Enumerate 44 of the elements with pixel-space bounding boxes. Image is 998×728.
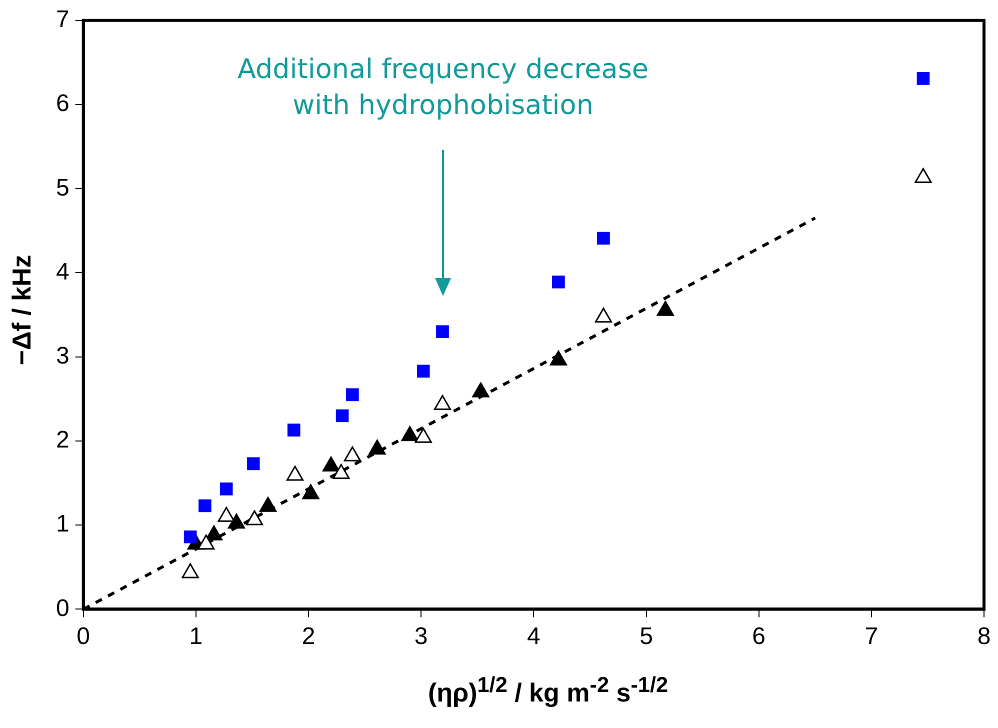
y-tick-label: 7 bbox=[56, 6, 70, 34]
point bbox=[182, 563, 199, 578]
point bbox=[472, 382, 490, 398]
point bbox=[656, 300, 674, 316]
x-axis-title: (ηρ)$^{1/2}$ / kg m$^{-2}$ s$^{-1/2}$ bbox=[426, 672, 670, 709]
point bbox=[414, 428, 432, 443]
point bbox=[434, 395, 452, 410]
y-axis-title: −Δf / kHz bbox=[6, 254, 38, 366]
x-tick-label: 2 bbox=[302, 623, 316, 650]
point bbox=[344, 446, 361, 462]
point bbox=[550, 350, 567, 366]
point bbox=[259, 496, 277, 512]
point bbox=[594, 308, 612, 323]
y-tick-label: 2 bbox=[56, 426, 70, 454]
x-tick-label: 6 bbox=[752, 623, 766, 650]
y-tick-label: 6 bbox=[56, 90, 70, 118]
point bbox=[368, 440, 386, 455]
point bbox=[302, 484, 320, 500]
point bbox=[218, 506, 235, 522]
point bbox=[322, 456, 340, 472]
y-tick-label: 0 bbox=[56, 594, 70, 622]
y-tick-label: 5 bbox=[56, 174, 70, 202]
point bbox=[401, 426, 418, 442]
point bbox=[228, 514, 246, 529]
x-tick-label: 4 bbox=[526, 623, 540, 650]
annotation: Additional frequency decrease with hydrophobisation bbox=[236, 53, 650, 123]
point bbox=[332, 464, 350, 480]
point bbox=[205, 525, 222, 540]
x-tick-label: 5 bbox=[640, 623, 653, 650]
y-tick-label: 1 bbox=[56, 510, 70, 538]
point bbox=[246, 510, 264, 526]
point bbox=[552, 276, 565, 288]
x-tick-label: 8 bbox=[977, 623, 991, 650]
x-tick-label: 3 bbox=[414, 623, 428, 650]
point bbox=[198, 534, 215, 550]
point bbox=[916, 72, 930, 85]
x-tick-label: 0 bbox=[76, 623, 90, 650]
point bbox=[597, 232, 610, 245]
y-tick-label: 3 bbox=[56, 342, 70, 370]
point bbox=[436, 325, 449, 338]
y-tick-label: 4 bbox=[56, 258, 70, 286]
point bbox=[286, 466, 304, 481]
x-tick-label: 7 bbox=[864, 623, 878, 650]
x-tick-label: 1 bbox=[189, 623, 203, 650]
